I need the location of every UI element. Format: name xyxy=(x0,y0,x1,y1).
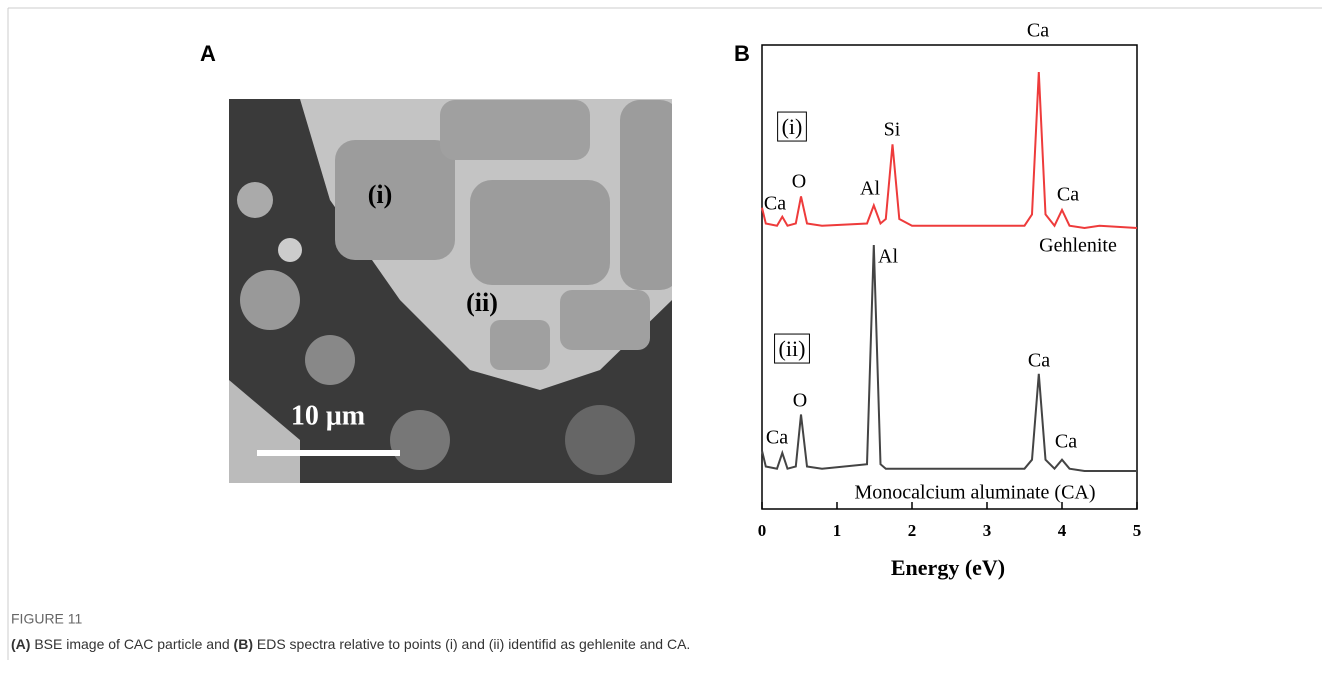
peak-label: Ca xyxy=(1057,184,1079,206)
spectrum-line xyxy=(762,72,1137,228)
caption-text: EDS spectra relative to points (i) and (… xyxy=(253,636,690,652)
spectrum-tag: (i) xyxy=(782,114,803,139)
peak-label: Al xyxy=(878,246,898,268)
panel-label: A xyxy=(200,41,216,66)
point-label: (i) xyxy=(368,180,393,209)
x-tick-label: 3 xyxy=(983,521,992,540)
spectrum-line xyxy=(762,245,1137,471)
peak-label: Si xyxy=(884,119,901,141)
plot-frame xyxy=(762,45,1137,509)
x-tick-label: 5 xyxy=(1133,521,1142,540)
page: A (i) (ii) 10 μm B Energy (eV) FIGURE 11… xyxy=(0,0,1322,675)
bse-image: (i) (ii) 10 μm xyxy=(229,99,680,483)
caption-ref: (A) xyxy=(11,636,30,652)
peak-label: Ca xyxy=(1055,431,1077,453)
peak-label: O xyxy=(793,390,807,412)
caption-text: BSE image of CAC particle and xyxy=(30,636,233,652)
legend-label: Monocalcium aluminate (CA) xyxy=(854,482,1095,504)
point-label: (ii) xyxy=(466,288,498,317)
spectrum-tag: (ii) xyxy=(779,336,806,361)
legend-label: Gehlenite xyxy=(1039,235,1117,257)
panel-label: B xyxy=(734,41,750,66)
figure: A (i) (ii) 10 μm B Energy (eV) FIGURE 11… xyxy=(0,0,1322,675)
peak-label: Ca xyxy=(764,193,786,215)
figure-label: FIGURE 11 xyxy=(11,611,83,627)
x-tick-label: 4 xyxy=(1058,521,1067,540)
peak-label: Ca xyxy=(1028,350,1050,372)
caption-ref: (B) xyxy=(234,636,253,652)
peak-label: Al xyxy=(860,178,880,200)
x-axis-label: Energy (eV) xyxy=(891,555,1005,580)
peak-label: Ca xyxy=(766,427,788,449)
x-tick-label: 0 xyxy=(758,521,767,540)
x-tick-label: 1 xyxy=(833,521,842,540)
x-tick-label: 2 xyxy=(908,521,917,540)
caption: (A) BSE image of CAC particle and (B) ED… xyxy=(11,636,690,652)
scale-bar-label: 10 μm xyxy=(291,400,365,431)
peak-label: O xyxy=(792,171,806,193)
peak-label: Ca xyxy=(1027,20,1049,42)
scale-bar xyxy=(257,450,400,456)
